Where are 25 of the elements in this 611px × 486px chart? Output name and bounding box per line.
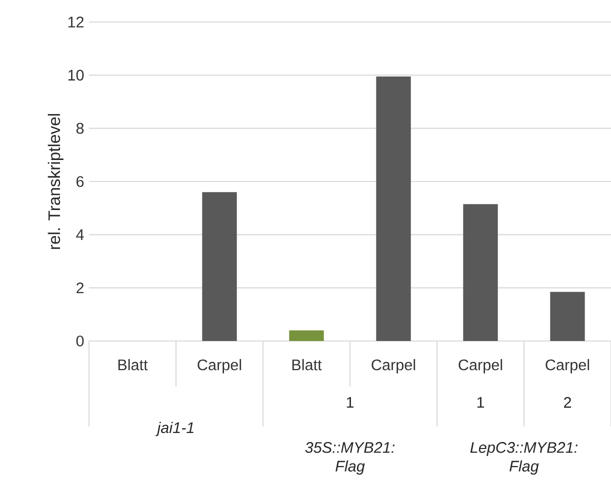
text: 35S::MYB21: Flag [305, 442, 395, 475]
y-tick-label: 6 [76, 176, 84, 187]
bar [376, 76, 411, 341]
bar [463, 204, 498, 341]
x-tick-label: Blatt [118, 359, 148, 370]
y-tick-label: 8 [76, 122, 84, 134]
x-tick-label: Carpel [458, 359, 502, 374]
y-tick-label: 12 [68, 16, 84, 28]
y-axis-title: rel. Transkriptlevel [48, 114, 64, 249]
y-tick-label: 2 [76, 282, 84, 294]
bar [202, 192, 237, 341]
text: jai1-1 [156, 422, 194, 436]
bar [289, 330, 324, 341]
x-tick-label: Carpel [546, 359, 590, 374]
x-tick-label: Carpel [372, 359, 416, 374]
y-tick-label: 0 [76, 336, 84, 346]
y-tick-label: 10 [68, 70, 84, 81]
y-tick-label: 4 [76, 229, 84, 240]
x-tick-label: Blatt [292, 359, 322, 370]
text: LepC3::MYB21: Flag [470, 442, 578, 475]
text: 2 [564, 396, 571, 408]
text: 1 [477, 397, 484, 408]
x-tick-label: Carpel [198, 359, 242, 374]
bar [550, 292, 585, 341]
text: 1 [346, 397, 354, 408]
